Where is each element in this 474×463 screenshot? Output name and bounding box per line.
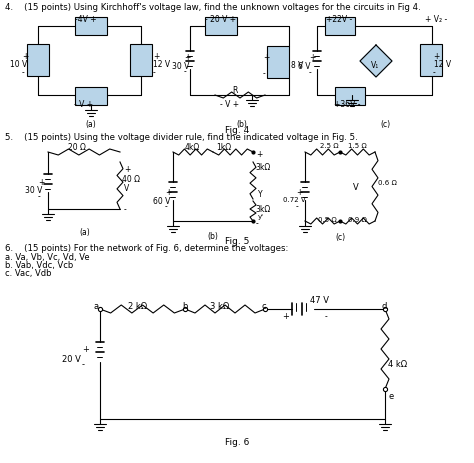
Text: 12 V: 12 V [153,60,170,69]
Text: -: - [296,201,299,211]
Text: +: + [433,52,439,61]
Text: -: - [124,205,127,213]
Text: (a): (a) [86,120,96,129]
Text: 10 V: 10 V [10,60,27,69]
Text: +36V -: +36V - [334,100,361,109]
Text: 3 kΩ: 3 kΩ [210,301,229,310]
Text: (b): (b) [237,120,247,129]
Text: 47 V: 47 V [310,295,329,304]
Text: Y: Y [258,189,263,199]
Text: 30 V: 30 V [172,62,190,71]
Text: V: V [124,184,129,193]
Text: +: + [22,52,28,61]
Text: (a): (a) [80,227,91,237]
Bar [205,18,237,36]
Text: +: + [309,53,315,62]
Text: 4.    (15 points) Using Kirchhoff's voltage law, find the unknown voltages for t: 4. (15 points) Using Kirchhoff's voltage… [5,3,421,12]
Text: 2.5 Ω: 2.5 Ω [320,143,338,149]
Text: c: c [262,301,266,310]
Text: 0.5 Ω: 0.5 Ω [318,217,337,223]
Text: 20 Ω: 20 Ω [68,143,86,152]
Text: -: - [82,359,85,368]
Text: 2 kΩ: 2 kΩ [128,301,147,310]
Text: 6 V: 6 V [298,62,310,71]
Text: -: - [263,69,266,78]
Text: + V₂ -: + V₂ - [425,15,447,24]
Text: 40 Ω: 40 Ω [122,175,140,184]
Text: +22V -: +22V - [326,15,352,24]
Text: -: - [165,201,168,211]
Text: +: + [256,150,263,159]
Text: e: e [389,391,394,400]
Text: Fig. 4: Fig. 4 [225,126,249,135]
Bar [325,18,355,36]
Text: V: V [353,182,359,192]
Text: +: + [184,53,191,62]
Text: 3kΩ: 3kΩ [255,163,270,172]
Text: b. Vab, Vdc, Vcb: b. Vab, Vdc, Vcb [5,260,73,269]
Text: +: + [263,53,269,62]
Text: 8 V: 8 V [291,61,303,70]
Text: -: - [38,192,41,200]
Text: 4 kΩ: 4 kΩ [388,359,407,368]
Text: 0.6 Ω: 0.6 Ω [378,180,397,186]
Text: -: - [22,68,25,77]
Text: (c): (c) [335,232,345,242]
Text: V₁: V₁ [371,61,379,70]
Text: - V +: - V + [74,100,93,109]
Bar [130,45,152,77]
Text: R: R [232,86,237,95]
Text: - V +: - V + [220,100,239,109]
Text: 5.    (15 points) Using the voltage divider rule, find the indicated voltage in : 5. (15 points) Using the voltage divider… [5,133,358,142]
Text: +: + [124,165,130,174]
Text: 20 V: 20 V [62,354,81,363]
Bar [420,45,442,77]
Text: +: + [165,188,172,197]
Text: 30 V: 30 V [25,186,42,194]
Text: a: a [94,301,99,310]
Text: +: + [38,178,45,187]
Text: -: - [325,311,328,320]
Text: 6.    (15 points) For the network of Fig. 6, determine the voltages:: 6. (15 points) For the network of Fig. 6… [5,244,288,252]
Text: 12 V: 12 V [434,60,451,69]
Text: 4kΩ: 4kΩ [185,143,200,152]
Text: 60 V: 60 V [153,197,170,206]
Bar [335,88,365,106]
Text: d: d [382,301,387,310]
Polygon shape [360,46,392,78]
Text: - 20 V +: - 20 V + [205,15,236,24]
Text: (b): (b) [208,232,219,240]
Text: -: - [433,68,436,77]
Text: Fig. 5: Fig. 5 [225,237,249,245]
Text: Fig. 6: Fig. 6 [225,437,249,446]
Text: -4V +: -4V + [75,15,97,24]
Bar [267,47,289,79]
Bar [75,18,107,36]
Bar [27,45,49,77]
Text: +: + [282,311,289,320]
Text: +: + [153,52,159,61]
Text: a. Va, Vb, Vc, Vd, Ve: a. Va, Vb, Vc, Vd, Ve [5,252,90,262]
Text: c. Vac, Vdb: c. Vac, Vdb [5,269,52,277]
Text: +: + [296,188,302,197]
Text: (c): (c) [380,120,390,129]
Text: -: - [309,68,312,77]
Text: -: - [153,68,156,77]
Text: 3kΩ: 3kΩ [255,205,270,213]
Text: 0.72 V: 0.72 V [283,197,306,202]
Bar [75,88,107,106]
Text: 1kΩ: 1kΩ [216,143,231,152]
Text: +: + [82,344,89,353]
Text: 1.5 Ω: 1.5 Ω [348,143,367,149]
Text: b: b [182,301,187,310]
Text: y': y' [258,213,264,219]
Text: -: - [184,67,187,76]
Text: 0.9 Ω: 0.9 Ω [348,217,367,223]
Text: -: - [256,219,259,227]
